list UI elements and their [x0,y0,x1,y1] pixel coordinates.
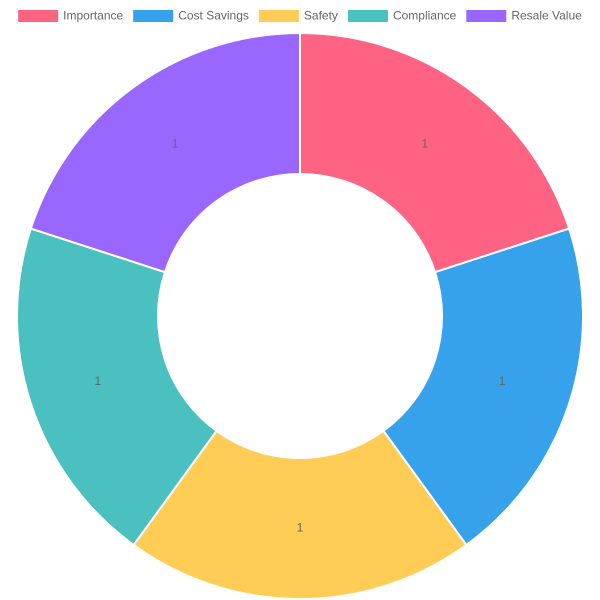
legend-item[interactable]: Cost Savings [133,9,249,23]
data-label: 1 [422,136,429,150]
slice [16,227,218,547]
slice [29,31,301,274]
legend-label: Importance [63,9,123,23]
legend-swatch [347,10,388,22]
slice [132,429,468,600]
legend-swatch [258,10,299,22]
legend: Importance Cost Savings Safety Compliance Re… [18,9,582,23]
legend-label: Compliance [393,9,457,23]
data-label: 1 [172,136,179,150]
legend-item[interactable]: Safety [258,9,338,23]
legend-swatch [466,10,507,22]
legend-item[interactable]: Importance [18,9,124,23]
legend-label: Cost Savings [178,9,249,23]
data-label: 1 [297,521,304,535]
data-label: 1 [499,374,506,388]
legend-label: Safety [304,9,338,23]
legend-swatch [133,10,174,22]
legend-label: Resale Value [511,9,582,23]
slice [299,31,571,274]
legend-item[interactable]: Resale Value [466,9,582,23]
legend-item[interactable]: Compliance [347,9,457,23]
slice [382,227,584,547]
data-label: 1 [95,374,102,388]
legend-swatch [18,10,59,22]
